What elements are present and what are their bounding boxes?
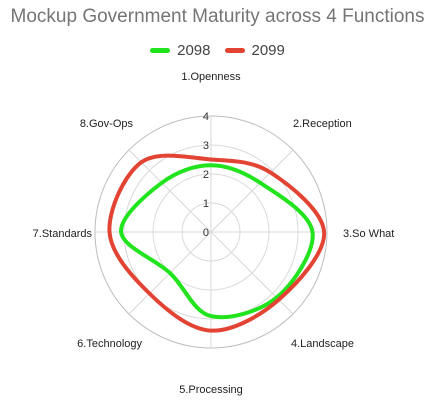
grid-spoke-3 (210, 231, 294, 315)
tick-label-4: 4 (203, 111, 209, 123)
grid-spoke-1 (210, 149, 294, 233)
category-label-1: 2.Reception (293, 118, 352, 130)
category-label-3: 4.Landscape (291, 338, 354, 350)
legend-item-1[interactable]: 2099 (224, 42, 285, 59)
category-label-2: 3.So What (343, 228, 394, 240)
legend-item-0[interactable]: 2098 (150, 42, 211, 59)
tick-label-1: 1 (203, 198, 209, 210)
tick-label-3: 3 (203, 140, 209, 152)
tick-label-0: 0 (203, 227, 209, 239)
chart-title: Mockup Government Maturity across 4 Func… (10, 6, 425, 27)
tick-label-2: 2 (203, 169, 209, 181)
category-label-5: 6.Technology (77, 338, 142, 350)
category-label-6: 7.Standards (33, 228, 93, 240)
legend-swatch-1 (224, 48, 245, 53)
series-line-2098 (119, 163, 315, 320)
category-label-0: 1.Openness (181, 71, 241, 83)
category-label-4: 5.Processing (179, 384, 243, 396)
legend-label-1: 2099 (251, 42, 285, 59)
series-line-2099 (107, 153, 327, 333)
legend-label-0: 2098 (177, 42, 211, 59)
legend-swatch-0 (150, 48, 171, 53)
category-label-7: 8.Gov-Ops (80, 118, 134, 130)
legend: 2098 2099 (0, 42, 435, 59)
